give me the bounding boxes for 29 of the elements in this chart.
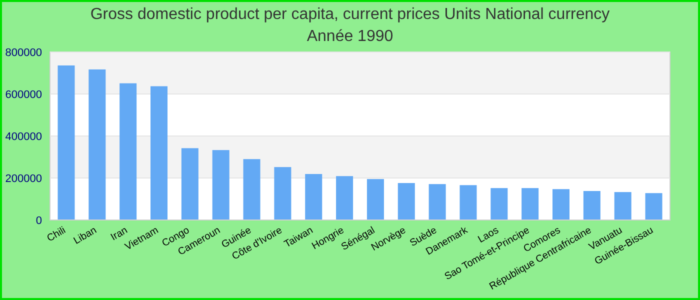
bar bbox=[614, 192, 632, 220]
bar bbox=[150, 86, 168, 220]
bar bbox=[460, 185, 477, 220]
bar bbox=[120, 83, 137, 220]
y-tick-label: 600000 bbox=[5, 88, 42, 101]
chart-title: Gross domestic product per capita, current prices Units National currency bbox=[90, 6, 610, 23]
bar bbox=[212, 150, 230, 220]
bar bbox=[552, 189, 570, 220]
bar bbox=[58, 65, 75, 220]
bar bbox=[305, 174, 322, 220]
bar bbox=[366, 179, 384, 220]
bar bbox=[522, 188, 539, 220]
bar bbox=[88, 69, 106, 220]
bar bbox=[645, 193, 662, 220]
bar bbox=[181, 148, 198, 220]
y-tick-label: 200000 bbox=[5, 172, 42, 185]
x-tick-label: Chili bbox=[45, 225, 68, 244]
bar bbox=[583, 191, 600, 220]
bar bbox=[398, 183, 415, 220]
bar bbox=[243, 159, 260, 220]
y-tick-label: 400000 bbox=[5, 130, 42, 143]
bar bbox=[490, 188, 508, 220]
y-tick-label: 800000 bbox=[5, 46, 42, 59]
bar bbox=[336, 176, 354, 220]
x-tick-label: Liban bbox=[72, 225, 99, 247]
chart-subtitle: Année 1990 bbox=[306, 28, 394, 45]
bar bbox=[274, 167, 292, 220]
bar bbox=[428, 184, 446, 220]
y-tick-label: 0 bbox=[36, 214, 42, 227]
